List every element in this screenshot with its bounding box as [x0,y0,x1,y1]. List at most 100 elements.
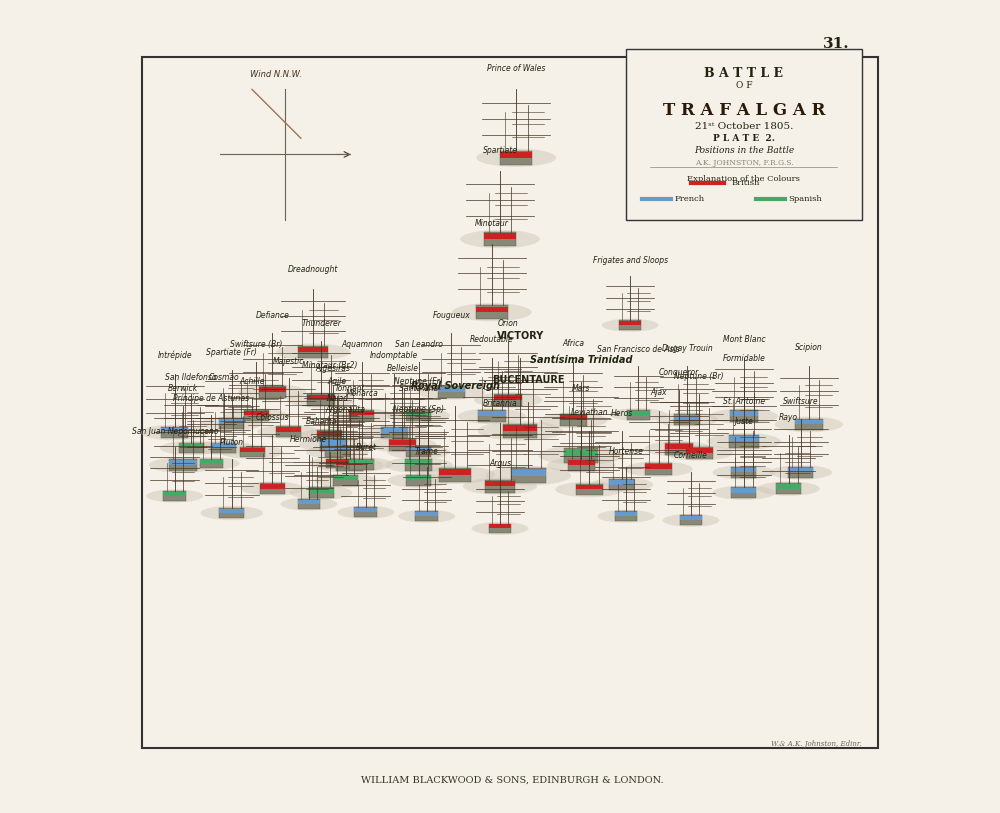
Bar [731,487,756,498]
Ellipse shape [368,437,437,453]
Bar [615,511,637,521]
Text: P L A T E  2.: P L A T E 2. [713,134,775,143]
Bar [169,460,197,465]
Bar [476,307,508,312]
Text: Swiftsure: Swiftsure [783,398,819,406]
Ellipse shape [713,485,775,500]
Bar [730,411,758,422]
Bar [686,447,713,459]
Bar [259,386,286,398]
Bar [560,415,587,426]
Bar [478,411,506,416]
Text: British: British [732,179,760,187]
Bar [511,469,546,476]
Bar [354,508,377,512]
Text: Pluton: Pluton [220,438,244,447]
Text: Wind N.N.W.: Wind N.N.W. [250,70,302,79]
Ellipse shape [770,465,832,480]
Text: Redoutable: Redoutable [470,335,514,344]
Bar [406,411,431,415]
Bar [730,411,758,416]
Text: Algésiras: Algésiras [316,363,351,372]
Bar [645,464,672,469]
Ellipse shape [458,408,526,424]
Bar [298,500,320,504]
Text: T R A F A L G A R: T R A F A L G A R [663,102,825,119]
Bar [489,524,511,528]
Ellipse shape [141,424,209,441]
Bar [349,411,374,415]
Bar [576,484,603,495]
Bar [439,468,471,481]
Text: Príncipe de Asturias: Príncipe de Asturias [173,394,249,403]
Text: Scipion: Scipion [795,343,823,352]
Text: San Leandro: San Leandro [395,341,443,350]
Ellipse shape [314,473,377,488]
Text: Belleisle: Belleisle [386,363,418,372]
Ellipse shape [287,392,355,408]
Ellipse shape [645,441,713,457]
Ellipse shape [257,424,320,439]
Ellipse shape [547,457,615,473]
Bar [307,394,335,406]
Bar [439,469,471,475]
Bar [161,428,188,433]
Bar [560,415,587,420]
Bar [389,439,416,450]
Bar [405,459,432,471]
Bar [494,394,522,406]
Text: VICTORY: VICTORY [497,331,544,341]
Ellipse shape [225,408,287,423]
Bar [438,386,465,398]
Bar [438,387,465,392]
Text: Hortense: Hortense [609,447,643,456]
Bar [298,346,328,359]
Bar [244,410,269,421]
Ellipse shape [387,445,450,459]
Ellipse shape [183,457,240,470]
Ellipse shape [478,421,563,441]
Ellipse shape [192,441,255,455]
Text: 31.: 31. [823,37,850,50]
Bar [729,435,759,448]
Ellipse shape [707,433,781,450]
Bar [325,447,350,452]
Ellipse shape [330,408,393,423]
Bar [405,460,432,465]
Text: Rayo: Rayo [779,414,798,423]
Text: Formidable: Formidable [722,354,765,363]
Bar [511,468,546,483]
Text: Fougueux: Fougueux [432,311,470,320]
Ellipse shape [539,412,607,428]
Text: Monarca: Monarca [345,389,378,398]
Bar [276,428,301,432]
Text: Argonauta: Argonauta [326,406,365,415]
Bar [326,459,349,463]
Text: Neptune (Sp): Neptune (Sp) [393,406,444,415]
Text: Prince of Wales: Prince of Wales [487,64,545,73]
Bar [788,468,813,472]
Bar [163,492,186,496]
Ellipse shape [539,446,624,465]
Bar [333,475,358,486]
Ellipse shape [200,506,263,520]
Bar [200,459,223,468]
Bar [626,49,862,220]
Text: Cosmao: Cosmao [208,373,239,382]
Ellipse shape [415,466,495,484]
Text: Ajax: Ajax [650,388,667,397]
Bar [169,459,197,471]
Bar [260,485,285,489]
Bar [500,151,532,164]
Text: Buret: Buret [355,443,376,452]
Text: Indomptable: Indomptable [370,351,418,360]
Ellipse shape [624,461,693,477]
Bar [674,415,700,420]
Bar [161,427,188,438]
Bar [731,468,756,472]
Bar [568,459,595,471]
Text: Orion: Orion [498,319,519,328]
Bar [619,320,641,330]
Text: San Francisco de Asis: San Francisco de Asis [597,346,680,354]
Bar [415,512,438,516]
